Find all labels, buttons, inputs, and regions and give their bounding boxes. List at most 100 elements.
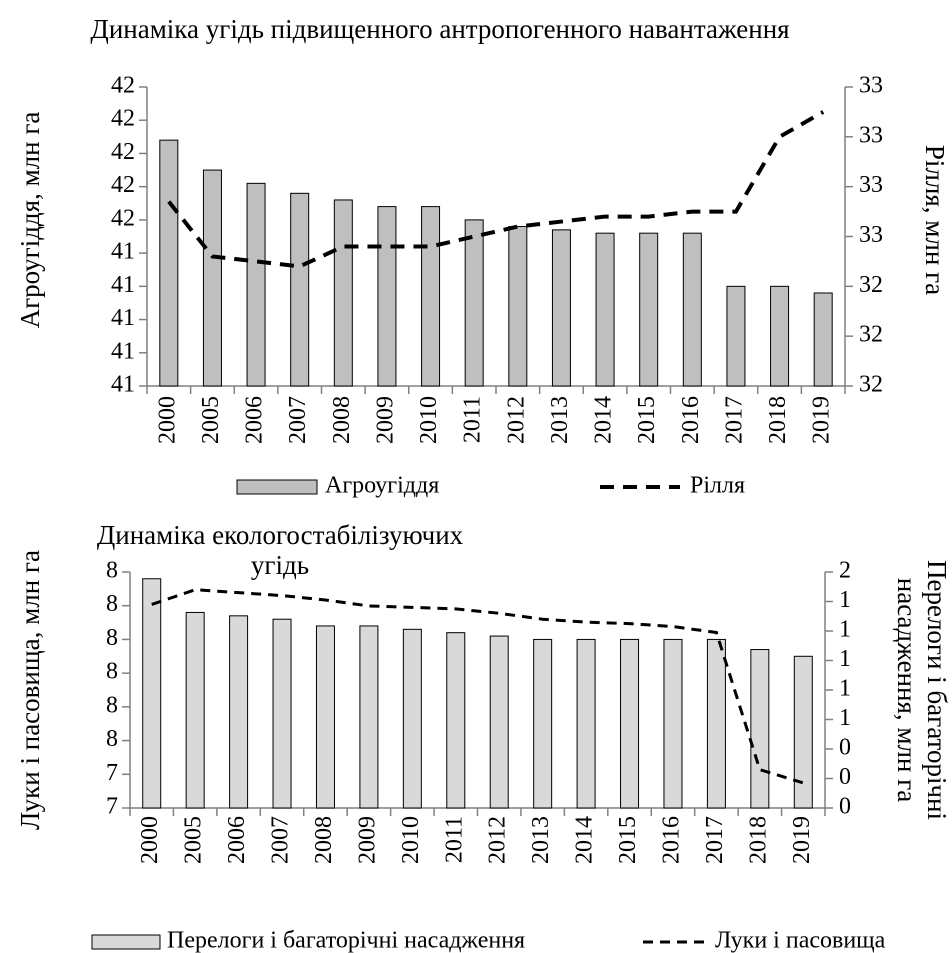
bar xyxy=(770,285,790,387)
y2-tick-label: 32 xyxy=(859,272,883,298)
y-tick-label: 41 xyxy=(111,338,135,364)
y2-tick-label: 1 xyxy=(839,676,851,702)
y2-tick-label: 33 xyxy=(859,222,883,248)
legend-swatch xyxy=(91,934,161,950)
bar xyxy=(595,232,615,387)
x-tick-label: 2008 xyxy=(311,816,337,864)
x-tick-label: 2010 xyxy=(398,816,424,864)
y-tick-label: 41 xyxy=(111,372,135,398)
y-tick-label: 41 xyxy=(111,239,135,265)
x-tick-label: 2005 xyxy=(181,816,207,864)
y-tick-label: 8 xyxy=(106,692,118,718)
y-tick-label: 8 xyxy=(106,591,118,617)
y2-tick-label: 1 xyxy=(839,617,851,643)
x-tick-label: 2012 xyxy=(503,396,529,444)
y-tick-label: 41 xyxy=(111,272,135,298)
legend-label: Рілля xyxy=(690,473,745,499)
legend-label: Агроугіддя xyxy=(325,473,439,499)
bar xyxy=(793,655,813,809)
x-tick-label: 2016 xyxy=(678,396,704,444)
y2-tick-label: 33 xyxy=(859,73,883,99)
y-tick-label: 42 xyxy=(111,139,135,165)
bar xyxy=(246,182,266,387)
x-tick-label: 2019 xyxy=(809,396,835,444)
bar xyxy=(446,632,466,809)
x-tick-label: 2007 xyxy=(285,396,311,444)
y-tick-label: 7 xyxy=(106,794,118,820)
x-tick-label: 2018 xyxy=(745,816,771,864)
bar xyxy=(508,226,528,387)
x-tick-label: 2017 xyxy=(721,396,747,444)
bar xyxy=(682,232,702,387)
y-tick-label: 8 xyxy=(106,558,118,584)
bar xyxy=(750,649,770,809)
x-tick-label: 2006 xyxy=(224,816,250,864)
x-tick-label: 2007 xyxy=(268,816,294,864)
legend-label: Луки і пасовища xyxy=(715,928,886,953)
bar xyxy=(142,578,162,809)
bar xyxy=(290,192,310,387)
legend-label: Перелоги і багаторічні насадження xyxy=(167,928,525,953)
bar xyxy=(402,628,422,809)
x-tick-label: 2011 xyxy=(460,396,486,443)
bar xyxy=(639,232,659,387)
x-tick-label: 2018 xyxy=(765,396,791,444)
y-tick-label: 42 xyxy=(111,73,135,99)
y-axis-label: Агроугіддя, млн га xyxy=(15,111,45,329)
chart-title: Динаміка угідь підвищенного антропогенно… xyxy=(90,14,790,44)
x-tick-label: 2013 xyxy=(528,816,554,864)
x-tick-label: 2000 xyxy=(154,396,180,444)
y2-tick-label: 32 xyxy=(859,372,883,398)
x-tick-label: 2019 xyxy=(789,816,815,864)
x-tick-label: 2014 xyxy=(591,396,617,444)
bar xyxy=(377,206,397,387)
y2-tick-label: 1 xyxy=(839,646,851,672)
bar xyxy=(551,229,571,387)
bar xyxy=(421,206,441,387)
x-tick-label: 2008 xyxy=(329,396,355,444)
x-tick-label: 2015 xyxy=(634,396,660,444)
bar xyxy=(159,139,179,387)
x-tick-label: 2010 xyxy=(416,396,442,444)
bar xyxy=(813,292,833,387)
y-tick-label: 7 xyxy=(106,760,118,786)
y-tick-label: 8 xyxy=(106,659,118,685)
bar xyxy=(576,638,596,809)
y-tick-label: 8 xyxy=(106,726,118,752)
line xyxy=(151,588,804,785)
x-tick-label: 2006 xyxy=(242,396,268,444)
x-tick-label: 2005 xyxy=(198,396,224,444)
x-tick-label: 2009 xyxy=(372,396,398,444)
bar xyxy=(489,635,509,809)
x-tick-label: 2016 xyxy=(658,816,684,864)
y2-tick-label: 1 xyxy=(839,587,851,613)
y2-axis-label: Рілля, млн га xyxy=(920,144,950,296)
bar xyxy=(229,615,249,809)
y2-tick-label: 0 xyxy=(839,735,851,761)
bar xyxy=(272,618,292,809)
y2-tick-label: 1 xyxy=(839,705,851,731)
bar xyxy=(726,285,746,387)
bar xyxy=(533,638,553,809)
legend-swatch xyxy=(236,479,318,495)
y-tick-label: 41 xyxy=(111,305,135,331)
chart-title: Динаміка екологостабілізуючих угідь xyxy=(96,520,464,580)
bar xyxy=(185,611,205,809)
x-tick-label: 2000 xyxy=(137,816,163,864)
x-tick-label: 2017 xyxy=(702,816,728,864)
y-tick-label: 42 xyxy=(111,106,135,132)
bar xyxy=(359,625,379,809)
bar xyxy=(202,169,222,387)
bar xyxy=(663,638,683,809)
y2-tick-label: 0 xyxy=(839,764,851,790)
y2-tick-label: 0 xyxy=(839,794,851,820)
bar xyxy=(315,625,335,809)
y-axis-label: Луки і пасовища, млн га xyxy=(15,550,45,830)
bar xyxy=(706,638,726,809)
y2-tick-label: 33 xyxy=(859,122,883,148)
x-tick-label: 2014 xyxy=(572,816,598,864)
x-tick-label: 2013 xyxy=(547,396,573,444)
x-tick-label: 2009 xyxy=(354,816,380,864)
